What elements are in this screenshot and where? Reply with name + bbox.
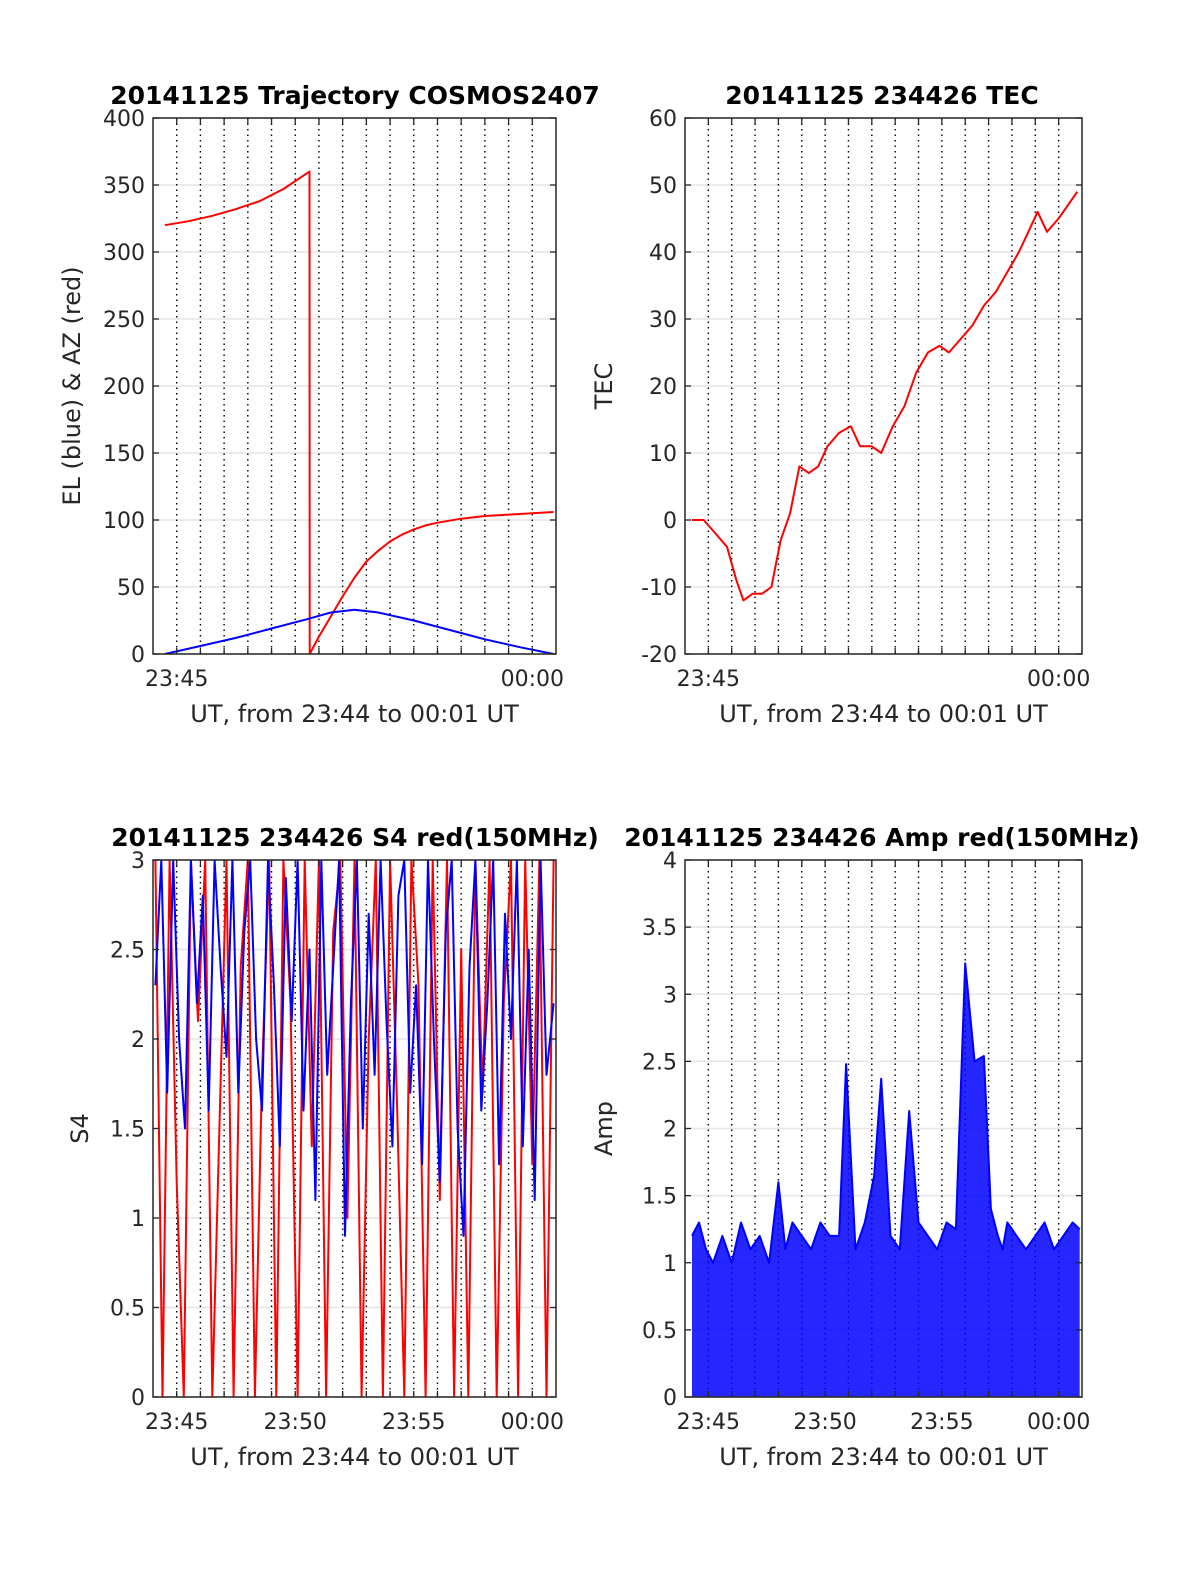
y-tick-label: 0 bbox=[663, 1386, 677, 1411]
y-axis-label: EL (blue) & AZ (red) bbox=[58, 266, 86, 505]
x-tick-label: 23:50 bbox=[793, 1410, 856, 1435]
x-tick-label: 23:55 bbox=[382, 1410, 445, 1435]
y-tick-label: 2 bbox=[663, 1118, 677, 1143]
y-tick-label: 30 bbox=[649, 308, 677, 333]
x-axis-label: UT, from 23:44 to 00:01 UT bbox=[190, 1443, 519, 1471]
y-axis-label: Amp bbox=[590, 1101, 618, 1156]
x-tick-label: 00:00 bbox=[501, 667, 564, 692]
y-tick-label: 400 bbox=[103, 107, 145, 132]
y-tick-label: 100 bbox=[103, 509, 145, 534]
y-tick-label: 10 bbox=[649, 442, 677, 467]
chart-title: 20141125 234426 S4 red(150MHz) bbox=[111, 823, 599, 852]
y-tick-label: 0 bbox=[131, 643, 145, 668]
series-line-0 bbox=[691, 962, 1081, 1264]
x-tick-label: 23:50 bbox=[264, 1410, 327, 1435]
tec-panel: -20 -10 0 10 20 30 40 50 60 23:45 00:00 20141125 23… bbox=[590, 81, 1090, 728]
x-tick-label: 23:45 bbox=[145, 667, 208, 692]
y-tick-label: 0.5 bbox=[642, 1319, 677, 1344]
y-tick-label: 0 bbox=[131, 1386, 145, 1411]
y-tick-label: 3 bbox=[131, 849, 145, 874]
chart-title: 20141125 234426 Amp red(150MHz) bbox=[624, 823, 1140, 852]
series-line-1 bbox=[154, 860, 555, 1237]
y-tick-label: 60 bbox=[649, 107, 677, 132]
y-tick-label: 2.5 bbox=[110, 939, 145, 964]
y-tick-label: -10 bbox=[641, 576, 677, 601]
y-tick-label: 50 bbox=[117, 576, 145, 601]
y-tick-label: 250 bbox=[103, 308, 145, 333]
series-line-0 bbox=[164, 170, 554, 654]
x-tick-label: 23:45 bbox=[677, 1410, 740, 1435]
x-tick-label: 00:00 bbox=[1027, 667, 1090, 692]
x-tick-label: 23:45 bbox=[677, 667, 740, 692]
series-line-0 bbox=[692, 191, 1079, 602]
x-axis-label: UT, from 23:44 to 00:01 UT bbox=[190, 700, 519, 728]
x-tick-label: 00:00 bbox=[1027, 1410, 1090, 1435]
chart-title: 20141125 234426 TEC bbox=[725, 81, 1038, 110]
y-tick-label: 350 bbox=[103, 174, 145, 199]
y-tick-label: 0.5 bbox=[110, 1297, 145, 1322]
chart-title: 20141125 Trajectory COSMOS2407 bbox=[110, 81, 600, 110]
x-axis-label: UT, from 23:44 to 00:01 UT bbox=[719, 1443, 1048, 1471]
amp-panel: 0 0.5 1 1.5 2 2.5 3 3.5 4 23:45 23:50 23:55 00:00 201… bbox=[590, 823, 1140, 1471]
y-tick-label: 1.5 bbox=[642, 1185, 677, 1210]
x-tick-label: 23:45 bbox=[145, 1410, 208, 1435]
y-tick-label: 150 bbox=[103, 442, 145, 467]
y-tick-label: 2.5 bbox=[642, 1050, 677, 1075]
y-tick-label: 0 bbox=[663, 509, 677, 534]
y-tick-label: 200 bbox=[103, 375, 145, 400]
trajectory-panel: 0 50 100 150 200 250 300 350 400 23:45 00:00 201411… bbox=[58, 81, 600, 728]
y-tick-label: 1 bbox=[131, 1207, 145, 1232]
series-line-1 bbox=[164, 608, 554, 654]
y-tick-label: 1.5 bbox=[110, 1118, 145, 1143]
y-axis-label: TEC bbox=[590, 363, 618, 411]
y-tick-label: -20 bbox=[641, 643, 677, 668]
s4-panel: 0 0.5 1 1.5 2 2.5 3 23:45 23:50 23:55 00:00 2014112… bbox=[66, 823, 599, 1471]
y-tick-label: 40 bbox=[649, 241, 677, 266]
y-tick-label: 50 bbox=[649, 174, 677, 199]
y-tick-label: 2 bbox=[131, 1028, 145, 1053]
y-tick-label: 1 bbox=[663, 1252, 677, 1277]
y-axis-label: S4 bbox=[66, 1113, 94, 1144]
y-tick-label: 4 bbox=[663, 849, 677, 874]
x-tick-label: 00:00 bbox=[501, 1410, 564, 1435]
y-tick-label: 3.5 bbox=[642, 916, 677, 941]
series-line-0 bbox=[154, 860, 555, 1397]
x-axis-label: UT, from 23:44 to 00:01 UT bbox=[719, 700, 1048, 728]
series-area bbox=[692, 963, 1080, 1397]
x-tick-label: 23:55 bbox=[910, 1410, 973, 1435]
y-tick-label: 3 bbox=[663, 983, 677, 1008]
y-tick-label: 300 bbox=[103, 241, 145, 266]
y-tick-label: 20 bbox=[649, 375, 677, 400]
